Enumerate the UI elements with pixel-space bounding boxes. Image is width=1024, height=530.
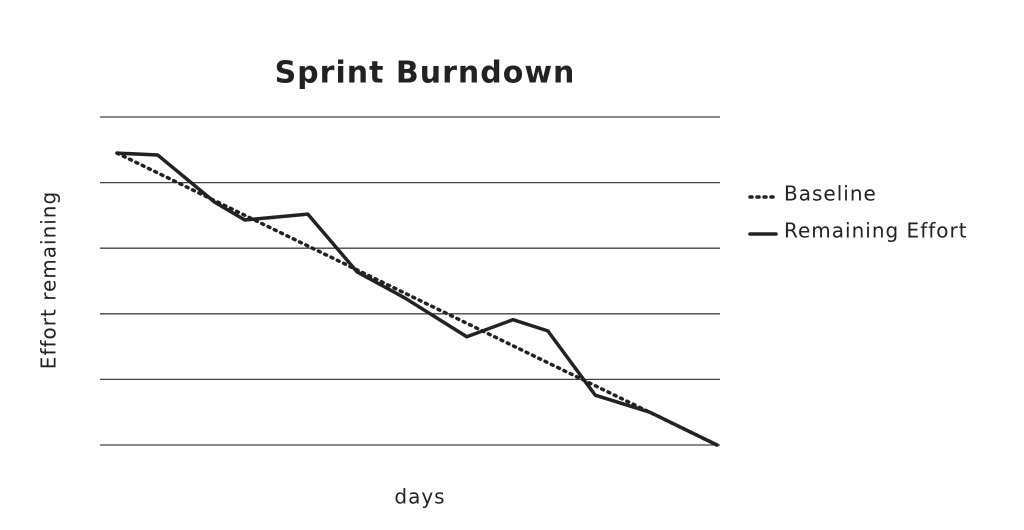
legend-label: Remaining Effort (784, 219, 968, 243)
legend-label: Baseline (784, 182, 877, 206)
y-axis-label: Effort remaining (37, 191, 61, 369)
legend: Baseline Remaining Effort (748, 182, 968, 243)
chart-title: Sprint Burndown (275, 56, 576, 91)
grid (100, 116, 720, 446)
plot-area (115, 151, 719, 447)
x-axis-label: days (394, 485, 445, 509)
series-line (115, 151, 719, 447)
